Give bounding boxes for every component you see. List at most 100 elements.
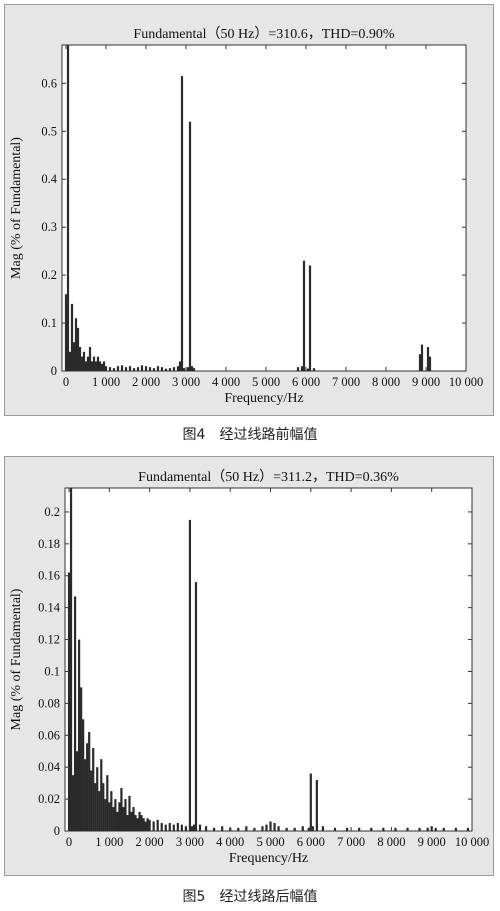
chart2-ytick-label: 0 bbox=[54, 824, 60, 838]
chart2-bar bbox=[142, 818, 145, 831]
chart2-bar bbox=[148, 819, 151, 831]
chart1-bar bbox=[164, 368, 168, 371]
chart1-bar bbox=[302, 260, 306, 371]
chart2-bar bbox=[394, 827, 397, 831]
chart2-bar bbox=[434, 827, 437, 831]
chart2-ytick-label: 0.2 bbox=[44, 505, 60, 519]
chart2-xtick-label: 3 000 bbox=[176, 835, 204, 849]
chart2-bar bbox=[265, 824, 268, 831]
chart2-bar bbox=[176, 823, 179, 831]
chart2-bar bbox=[426, 827, 429, 831]
chart1-bar bbox=[426, 347, 430, 371]
chart2-bar bbox=[126, 815, 129, 831]
chart2-bar bbox=[94, 783, 97, 831]
chart2-bar bbox=[194, 582, 198, 831]
chart1-ytick-label: 0 bbox=[51, 364, 57, 378]
chart2-bar bbox=[92, 748, 95, 831]
chart1-bar bbox=[112, 368, 116, 371]
chart2-bar bbox=[418, 827, 421, 831]
chart1-bar bbox=[124, 367, 128, 371]
chart1-bar bbox=[92, 356, 96, 371]
chart2-bar bbox=[136, 818, 139, 831]
chart2-ytick-label: 0.16 bbox=[38, 569, 60, 583]
chart2-bar bbox=[112, 807, 115, 831]
chart1-bar bbox=[136, 367, 140, 371]
chart1-bar bbox=[102, 361, 106, 371]
chart1-bar bbox=[74, 318, 78, 371]
chart2-bar bbox=[188, 519, 192, 831]
chart1-xtick-label: 2 000 bbox=[132, 375, 160, 389]
chart2-bar bbox=[277, 826, 280, 831]
chart1-bar bbox=[86, 356, 90, 371]
chart1-bar bbox=[120, 365, 124, 371]
chart2-bar bbox=[454, 827, 457, 831]
chart2-bar bbox=[100, 759, 103, 831]
chart2-title: Fundamental（50 Hz）=311.2，THD=0.36% bbox=[138, 469, 399, 485]
chart1-ytick-label: 0.1 bbox=[41, 316, 57, 330]
chart2-bar bbox=[134, 815, 137, 831]
chart1-xtick-label: 3 000 bbox=[172, 375, 200, 389]
chart2-bar bbox=[192, 824, 196, 831]
figure-5-panel: Fundamental（50 Hz）=311.2，THD=0.36% 0 1 000… bbox=[4, 456, 494, 876]
chart1-xtick-label: 9 000 bbox=[412, 375, 440, 389]
chart2-plot-area bbox=[64, 487, 473, 832]
chart2-bar bbox=[96, 767, 99, 831]
chart1-xtick-label: 10 000 bbox=[449, 375, 483, 389]
chart2-xtick-label: 2 000 bbox=[136, 835, 164, 849]
chart2-bar bbox=[237, 827, 240, 831]
chart2-bar bbox=[273, 823, 276, 831]
chart1-bar bbox=[190, 366, 194, 371]
chart2-ytick-label: 0.06 bbox=[38, 728, 60, 742]
chart2-bar bbox=[108, 802, 111, 831]
chart2-bar bbox=[73, 596, 77, 831]
chart1-bar bbox=[100, 363, 104, 371]
chart1-ytick-label: 0.3 bbox=[41, 220, 57, 234]
chart1-bar bbox=[420, 344, 424, 371]
chart2-bar bbox=[118, 802, 121, 831]
chart1-bar bbox=[98, 361, 102, 371]
chart2-xtick-label: 0 bbox=[66, 835, 72, 849]
chart2-bar bbox=[88, 732, 91, 831]
chart1-bar bbox=[140, 365, 144, 371]
chart1-ytick-label: 0.2 bbox=[41, 268, 57, 282]
chart2-bar bbox=[160, 823, 163, 831]
chart1-bar bbox=[90, 361, 94, 371]
chart1-bar bbox=[418, 354, 422, 371]
chart1-xlabel: Frequency/Hz bbox=[224, 391, 303, 406]
chart1-bar bbox=[156, 366, 160, 371]
chart2-bar bbox=[98, 791, 101, 831]
chart2-bar bbox=[124, 799, 127, 831]
chart2-bar bbox=[253, 827, 256, 831]
chart1-bar bbox=[168, 368, 172, 371]
chart2-bar bbox=[309, 773, 312, 831]
chart2-ytick-label: 0.14 bbox=[38, 601, 61, 615]
chart1-bar bbox=[186, 367, 190, 371]
chart2-bar bbox=[168, 823, 171, 831]
chart2-bar bbox=[221, 826, 224, 831]
chart1-bar bbox=[82, 351, 86, 371]
chart2-bar bbox=[69, 488, 73, 831]
chart2-bar bbox=[130, 811, 133, 831]
chart2-bar bbox=[128, 795, 131, 831]
chart2-bar bbox=[122, 807, 125, 831]
chart1-bar bbox=[312, 368, 316, 371]
chart2-xtick-label: 1 000 bbox=[95, 835, 123, 849]
chart1-plot-area bbox=[61, 44, 467, 372]
chart2-bar bbox=[82, 719, 85, 831]
chart2-xtick-label: 8 000 bbox=[377, 835, 405, 849]
chart2-bar bbox=[86, 743, 89, 831]
chart2-bar bbox=[212, 827, 216, 831]
figure-4-panel: Fundamental（50 Hz）=310.6，THD=0.90% 0 1 000… bbox=[4, 4, 494, 416]
chart2-bar bbox=[345, 827, 349, 831]
chart1-bar bbox=[70, 303, 74, 371]
chart2-bar bbox=[311, 826, 314, 831]
chart2-bar bbox=[102, 783, 105, 831]
chart2-xtick-label: 7 000 bbox=[337, 835, 365, 849]
figure-4-caption: 图4 经过线路前幅值 bbox=[182, 427, 318, 443]
chart2-bar bbox=[84, 759, 87, 831]
chart2-bar bbox=[245, 826, 248, 831]
chart2-bar bbox=[152, 821, 155, 831]
chart1-bar bbox=[192, 368, 196, 371]
chart2-bar bbox=[120, 787, 123, 831]
chart2-bar bbox=[204, 826, 208, 831]
